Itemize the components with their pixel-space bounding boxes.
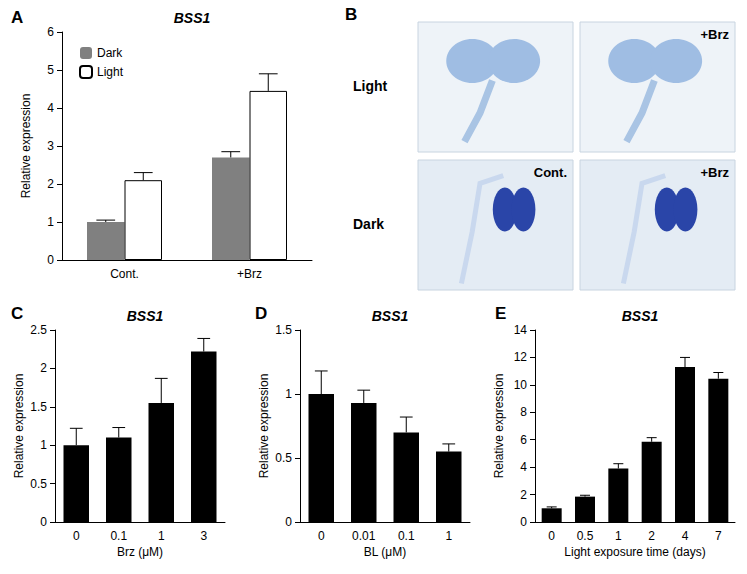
- svg-text:2.5: 2.5: [30, 323, 47, 337]
- svg-text:2: 2: [648, 529, 655, 543]
- svg-text:1: 1: [615, 529, 622, 543]
- svg-text:Dark: Dark: [353, 216, 384, 232]
- svg-text:2: 2: [40, 361, 47, 375]
- svg-text:2: 2: [520, 488, 527, 502]
- svg-text:5: 5: [47, 63, 54, 77]
- svg-text:4: 4: [682, 529, 689, 543]
- svg-text:Light: Light: [353, 78, 388, 94]
- svg-text:0: 0: [318, 529, 325, 543]
- svg-text:1: 1: [158, 529, 165, 543]
- svg-text:+Brz: +Brz: [700, 165, 729, 180]
- svg-text:BSS1: BSS1: [127, 308, 164, 324]
- svg-text:1: 1: [445, 529, 452, 543]
- svg-text:Relative expression: Relative expression: [492, 374, 506, 479]
- svg-text:1: 1: [285, 387, 292, 401]
- svg-text:A: A: [11, 8, 23, 27]
- svg-text:4: 4: [520, 460, 527, 474]
- svg-text:14: 14: [514, 323, 528, 337]
- svg-text:BL (μM): BL (μM): [364, 545, 406, 559]
- svg-text:1: 1: [40, 438, 47, 452]
- svg-text:1.5: 1.5: [275, 323, 292, 337]
- svg-text:8: 8: [520, 405, 527, 419]
- svg-text:+Brz: +Brz: [700, 27, 729, 42]
- svg-text:12: 12: [514, 350, 528, 364]
- svg-text:0.1: 0.1: [110, 529, 127, 543]
- svg-text:Dark: Dark: [97, 46, 123, 60]
- svg-text:10: 10: [514, 378, 528, 392]
- svg-text:0.5: 0.5: [30, 477, 47, 491]
- svg-text:Relative expression: Relative expression: [19, 94, 33, 199]
- svg-text:0: 0: [73, 529, 80, 543]
- svg-text:1: 1: [47, 215, 54, 229]
- svg-text:Relative expression: Relative expression: [257, 374, 271, 479]
- svg-text:Light exposure time (days): Light exposure time (days): [564, 545, 705, 559]
- svg-text:6: 6: [520, 433, 527, 447]
- svg-text:0: 0: [285, 515, 292, 529]
- svg-text:BSS1: BSS1: [372, 308, 409, 324]
- svg-text:0: 0: [520, 515, 527, 529]
- svg-text:2: 2: [47, 177, 54, 191]
- svg-text:0: 0: [47, 253, 54, 267]
- svg-text:Light: Light: [97, 65, 124, 79]
- svg-text:Cont.: Cont.: [110, 267, 139, 281]
- svg-text:0: 0: [548, 529, 555, 543]
- svg-text:0.1: 0.1: [398, 529, 415, 543]
- svg-text:Relative expression: Relative expression: [12, 374, 26, 479]
- svg-text:BSS1: BSS1: [622, 308, 659, 324]
- svg-text:Brz (μM): Brz (μM): [117, 545, 163, 559]
- svg-text:E: E: [495, 304, 506, 323]
- svg-text:3: 3: [47, 139, 54, 153]
- svg-text:1.5: 1.5: [30, 400, 47, 414]
- svg-text:+Brz: +Brz: [237, 267, 262, 281]
- svg-text:D: D: [255, 304, 267, 323]
- svg-text:BSS1: BSS1: [174, 10, 211, 26]
- svg-text:B: B: [345, 5, 357, 24]
- svg-text:3: 3: [200, 529, 207, 543]
- svg-text:0.5: 0.5: [275, 451, 292, 465]
- svg-text:4: 4: [47, 101, 54, 115]
- svg-text:0: 0: [40, 515, 47, 529]
- svg-text:C: C: [11, 304, 23, 323]
- svg-text:0.5: 0.5: [577, 529, 594, 543]
- svg-text:Cont.: Cont.: [534, 165, 567, 180]
- svg-text:6: 6: [47, 25, 54, 39]
- svg-text:0.01: 0.01: [352, 529, 376, 543]
- svg-text:7: 7: [715, 529, 722, 543]
